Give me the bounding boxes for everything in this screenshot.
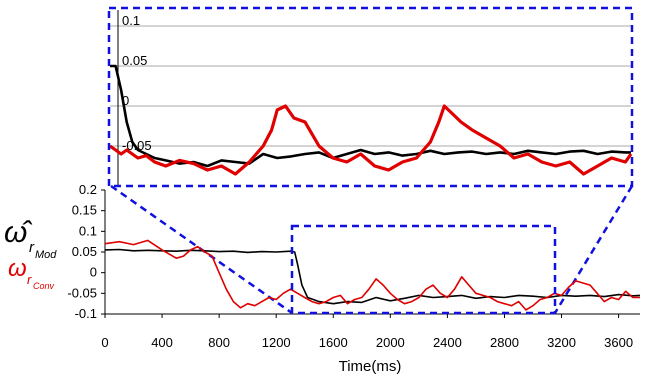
x-axis-label: Time(ms) bbox=[339, 358, 402, 375]
main-y-tick-label: -0.05 bbox=[67, 285, 97, 300]
main-y-tick-label: 0.15 bbox=[72, 203, 97, 218]
inset-series-mod-line bbox=[110, 64, 631, 168]
main-x-tick-label: 3200 bbox=[547, 335, 576, 350]
main-y-tick-label: -0.1 bbox=[75, 306, 97, 321]
main-y-tick-label: 0.05 bbox=[72, 244, 97, 259]
main-zoom-region bbox=[290, 224, 557, 315]
inset-series bbox=[109, 64, 633, 176]
inset-gridlines bbox=[110, 25, 631, 147]
inset-panel: 0 0.05 0.1 -0.05 bbox=[107, 6, 634, 188]
legend-symbol-conv: ω bbox=[8, 255, 27, 282]
main-panel: -0.1 -0.05 0 0.05 0.1 0.15 0.2 0 400 800 1200 1600 2… bbox=[67, 182, 641, 350]
zoom-connector-right bbox=[553, 185, 634, 314]
legend-sub-mod: r bbox=[29, 239, 35, 256]
legend-sub-conv: r bbox=[27, 272, 32, 287]
main-x-tick-label: 2800 bbox=[490, 335, 519, 350]
main-x-tick-label: 2000 bbox=[376, 335, 405, 350]
inset-y-tick-label: 0.05 bbox=[122, 53, 147, 68]
main-x-tick-label: 0 bbox=[101, 335, 108, 350]
main-y-tick-label: 0 bbox=[90, 265, 97, 280]
main-series-conv-line bbox=[104, 239, 640, 311]
legend-entry-conv: ω r Conv bbox=[8, 255, 55, 291]
main-series bbox=[104, 239, 641, 311]
legend-subsub-conv: Conv bbox=[33, 281, 55, 291]
main-x-tick-label: 400 bbox=[151, 335, 173, 350]
inset-zoom-border bbox=[107, 6, 634, 188]
inset-y-tick-label: 0 bbox=[122, 93, 129, 108]
inset-y-tick-label: 0.1 bbox=[122, 13, 140, 28]
legend: ω̂ r Mod ω r Conv bbox=[4, 216, 57, 291]
main-x-tick-label: 2400 bbox=[433, 335, 462, 350]
main-x-tick-label: 1600 bbox=[319, 335, 348, 350]
main-x-tick-label: 1200 bbox=[262, 335, 291, 350]
legend-subsub-mod: Mod bbox=[35, 249, 57, 261]
inset-series-conv-line bbox=[109, 104, 633, 176]
main-y-tick-label: 0.2 bbox=[79, 182, 97, 197]
inset-y-axis: 0 0.05 0.1 -0.05 bbox=[117, 10, 152, 186]
main-x-tick-label: 3600 bbox=[604, 335, 633, 350]
main-x-tick-label: 800 bbox=[208, 335, 230, 350]
main-y-tick-label: 0.1 bbox=[79, 223, 97, 238]
inset-y-tick-label: -0.05 bbox=[122, 138, 152, 153]
